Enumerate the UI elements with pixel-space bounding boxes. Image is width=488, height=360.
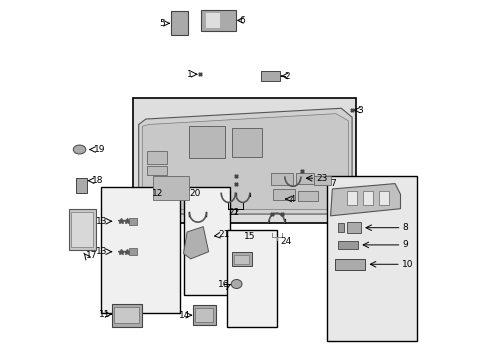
Text: 6: 6: [239, 16, 245, 25]
Ellipse shape: [231, 279, 242, 288]
Text: 3: 3: [357, 105, 363, 114]
Bar: [314, 176, 330, 185]
Bar: [71, 212, 93, 247]
Bar: [346, 191, 356, 205]
Text: 10: 10: [402, 260, 413, 269]
Bar: [201, 10, 235, 31]
Bar: [231, 252, 251, 266]
Text: 22: 22: [227, 208, 239, 217]
Text: 9: 9: [402, 240, 407, 249]
Text: 11: 11: [99, 310, 110, 319]
Text: 24: 24: [280, 237, 291, 246]
Bar: [378, 191, 388, 205]
Bar: [112, 304, 142, 327]
Polygon shape: [330, 184, 400, 216]
Bar: [298, 191, 317, 201]
Bar: [337, 223, 344, 232]
Bar: [188, 126, 224, 158]
Bar: [147, 151, 166, 164]
Bar: [273, 189, 294, 200]
Text: 4: 4: [289, 194, 294, 203]
Bar: [326, 176, 416, 341]
Bar: [183, 187, 230, 295]
Bar: [334, 259, 365, 270]
Text: 8: 8: [402, 223, 407, 232]
Bar: [153, 176, 188, 200]
Text: 20: 20: [188, 189, 200, 198]
Polygon shape: [142, 114, 348, 210]
Bar: [129, 248, 137, 255]
Bar: [226, 230, 276, 327]
Bar: [101, 187, 180, 313]
Text: 2: 2: [284, 72, 290, 81]
Bar: [296, 173, 314, 184]
Bar: [234, 255, 248, 264]
Bar: [195, 308, 212, 321]
Text: 14: 14: [179, 311, 190, 320]
Text: 18: 18: [92, 176, 103, 185]
Bar: [260, 71, 280, 81]
Text: 16: 16: [217, 280, 228, 289]
Bar: [114, 307, 139, 323]
Text: 19: 19: [94, 145, 105, 154]
Text: 21: 21: [218, 230, 229, 239]
Bar: [76, 178, 86, 193]
Bar: [69, 209, 96, 250]
Bar: [171, 12, 188, 35]
Bar: [346, 222, 360, 233]
Bar: [147, 166, 166, 175]
Bar: [338, 241, 357, 249]
Bar: [129, 218, 137, 225]
Bar: [133, 98, 355, 223]
Bar: [271, 173, 292, 185]
Text: 7: 7: [330, 179, 336, 188]
Polygon shape: [183, 226, 208, 259]
Polygon shape: [139, 108, 351, 214]
Text: 23: 23: [316, 174, 327, 183]
Bar: [205, 13, 220, 28]
Bar: [192, 305, 215, 324]
Text: 1: 1: [186, 70, 192, 79]
Ellipse shape: [73, 145, 85, 154]
Text: 13: 13: [96, 217, 107, 226]
Text: 5: 5: [159, 19, 165, 28]
Text: 13: 13: [96, 247, 107, 256]
Bar: [231, 128, 262, 157]
Bar: [362, 191, 372, 205]
Text: 15: 15: [244, 232, 255, 241]
Text: 12: 12: [152, 189, 163, 198]
Text: 17: 17: [85, 251, 97, 260]
